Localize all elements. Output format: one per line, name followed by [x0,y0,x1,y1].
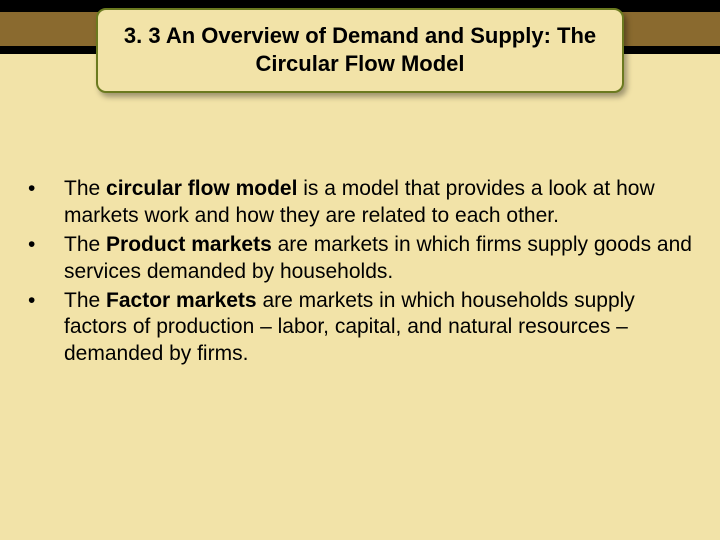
bullet-text: The Product markets are markets in which… [64,232,696,286]
list-item: • The Factor markets are markets in whic… [24,288,696,369]
list-item: • The circular flow model is a model tha… [24,176,696,230]
bullet-marker: • [24,176,64,203]
content-area: • The circular flow model is a model tha… [24,176,696,370]
text-bold: circular flow model [106,177,297,200]
bullet-text: The Factor markets are markets in which … [64,288,696,369]
text-prefix: The [64,289,106,312]
bullet-text: The circular flow model is a model that … [64,176,696,230]
bullet-marker: • [24,288,64,315]
text-bold: Factor markets [106,289,257,312]
title-box: 3. 3 An Overview of Demand and Supply: T… [96,8,624,93]
slide-title: 3. 3 An Overview of Demand and Supply: T… [116,22,604,77]
text-prefix: The [64,233,106,256]
text-bold: Product markets [106,233,272,256]
bullet-marker: • [24,232,64,259]
text-prefix: The [64,177,106,200]
list-item: • The Product markets are markets in whi… [24,232,696,286]
